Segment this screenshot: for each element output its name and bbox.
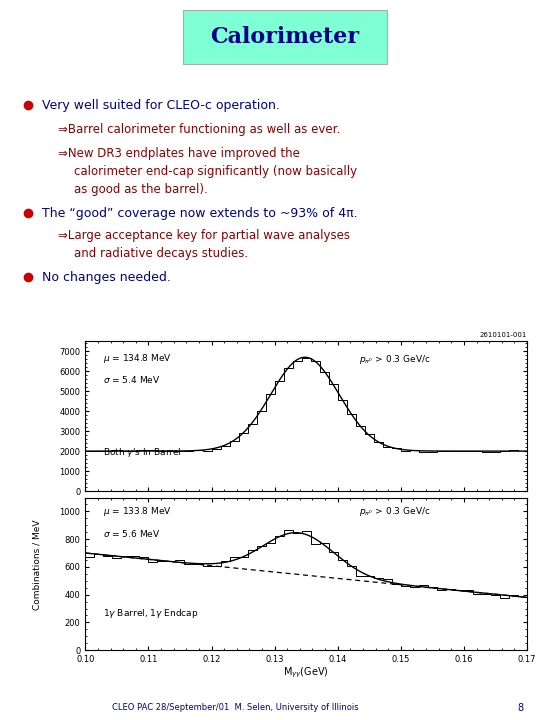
Text: as good as the barrel).: as good as the barrel). (74, 182, 208, 196)
Text: ⇒Large acceptance key for partial wave analyses: ⇒Large acceptance key for partial wave a… (58, 230, 350, 243)
Text: $\sigma$ = 5.6 MeV: $\sigma$ = 5.6 MeV (103, 528, 160, 539)
Text: Both $\gamma$'s In Barrel: Both $\gamma$'s In Barrel (103, 446, 181, 459)
Text: 1$\gamma$ Barrel, 1$\gamma$ Endcap: 1$\gamma$ Barrel, 1$\gamma$ Endcap (103, 608, 199, 621)
Text: and radiative decays studies.: and radiative decays studies. (74, 248, 248, 261)
Text: $\sigma$ = 5.4 MeV: $\sigma$ = 5.4 MeV (103, 374, 160, 385)
Text: No changes needed.: No changes needed. (42, 271, 171, 284)
Text: 8: 8 (517, 703, 523, 713)
X-axis label: M$_{\gamma\gamma}$(GeV): M$_{\gamma\gamma}$(GeV) (284, 665, 329, 680)
Text: ⇒Barrel calorimeter functioning as well as ever.: ⇒Barrel calorimeter functioning as well … (58, 124, 340, 137)
Text: $\mu$ = 133.8 MeV: $\mu$ = 133.8 MeV (103, 505, 172, 518)
Text: The “good” coverage now extends to ~93% of 4π.: The “good” coverage now extends to ~93% … (42, 207, 357, 220)
FancyBboxPatch shape (183, 10, 387, 64)
Text: ⇒New DR3 endplates have improved the: ⇒New DR3 endplates have improved the (58, 146, 300, 160)
Text: CLEO PAC 28/September/01  M. Selen, University of Illinois: CLEO PAC 28/September/01 M. Selen, Unive… (112, 703, 359, 713)
Text: $p_{\pi^0}$ > 0.3 GeV/c: $p_{\pi^0}$ > 0.3 GeV/c (359, 354, 431, 366)
Text: 2610101-001: 2610101-001 (480, 331, 527, 338)
Text: Calorimeter: Calorimeter (211, 26, 360, 48)
Text: $\mu$ = 134.8 MeV: $\mu$ = 134.8 MeV (103, 352, 172, 365)
Text: $p_{\pi^0}$ > 0.3 GeV/c: $p_{\pi^0}$ > 0.3 GeV/c (359, 505, 431, 518)
Text: Combinations / MeV: Combinations / MeV (32, 520, 41, 611)
Text: Very well suited for CLEO-c operation.: Very well suited for CLEO-c operation. (42, 99, 280, 112)
Text: calorimeter end-cap significantly (now basically: calorimeter end-cap significantly (now b… (74, 164, 357, 178)
